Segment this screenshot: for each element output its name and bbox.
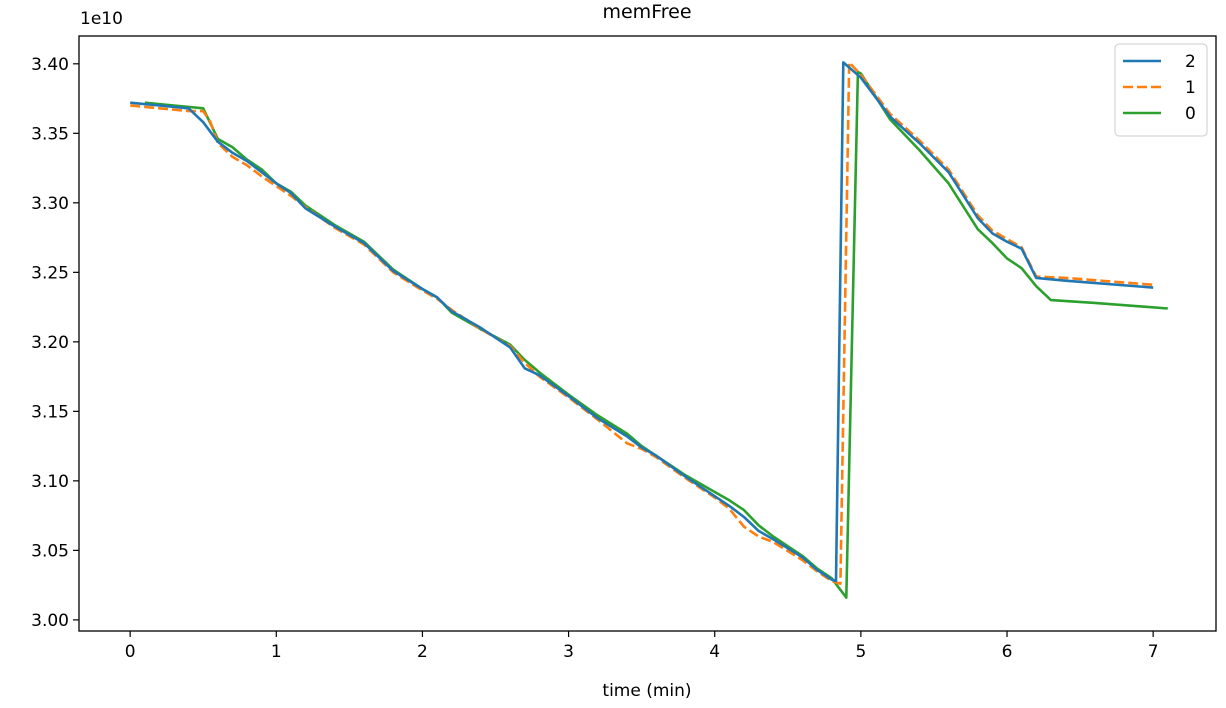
y-tick-label: 3.15: [31, 402, 69, 422]
legend-label-0: 0: [1185, 104, 1196, 124]
series-line-1: [130, 61, 1154, 585]
y-tick-label: 3.10: [31, 472, 69, 492]
x-tick-label: 2: [417, 642, 428, 662]
series-line-2: [130, 61, 1154, 583]
x-tick-label: 6: [1002, 642, 1013, 662]
y-tick-label: 3.00: [31, 611, 69, 631]
y-tick-label: 3.40: [31, 55, 69, 75]
legend-label-1: 1: [1185, 78, 1196, 98]
x-tick-label: 3: [563, 642, 574, 662]
y-tick-label: 3.05: [31, 541, 69, 561]
legend-label-2: 2: [1185, 52, 1196, 72]
y-tick-label: 3.20: [31, 333, 69, 353]
x-tick-label: 4: [709, 642, 720, 662]
series-line-0: [144, 70, 1168, 599]
y-tick-label: 3.25: [31, 263, 69, 283]
plot-frame: [78, 35, 1217, 632]
y-axis: 3.00 3.05 3.10 3.15 3.20 3.25 3.30 3.35 3.40: [31, 55, 79, 631]
x-axis-title: time (min): [602, 681, 691, 701]
x-tick-label: 7: [1148, 642, 1159, 662]
x-tick-label: 5: [855, 642, 866, 662]
y-offset-label: 1e10: [80, 9, 123, 29]
legend: 2 1 0: [1114, 43, 1208, 137]
x-axis: 0 1 2 3 4 5 6 7: [125, 631, 1159, 662]
x-tick-label: 1: [271, 642, 282, 662]
y-tick-label: 3.35: [31, 124, 69, 144]
plot-lines: [130, 61, 1168, 599]
x-tick-label: 0: [125, 642, 136, 662]
chart-title: memFree: [602, 1, 691, 23]
y-tick-label: 3.30: [31, 194, 69, 214]
